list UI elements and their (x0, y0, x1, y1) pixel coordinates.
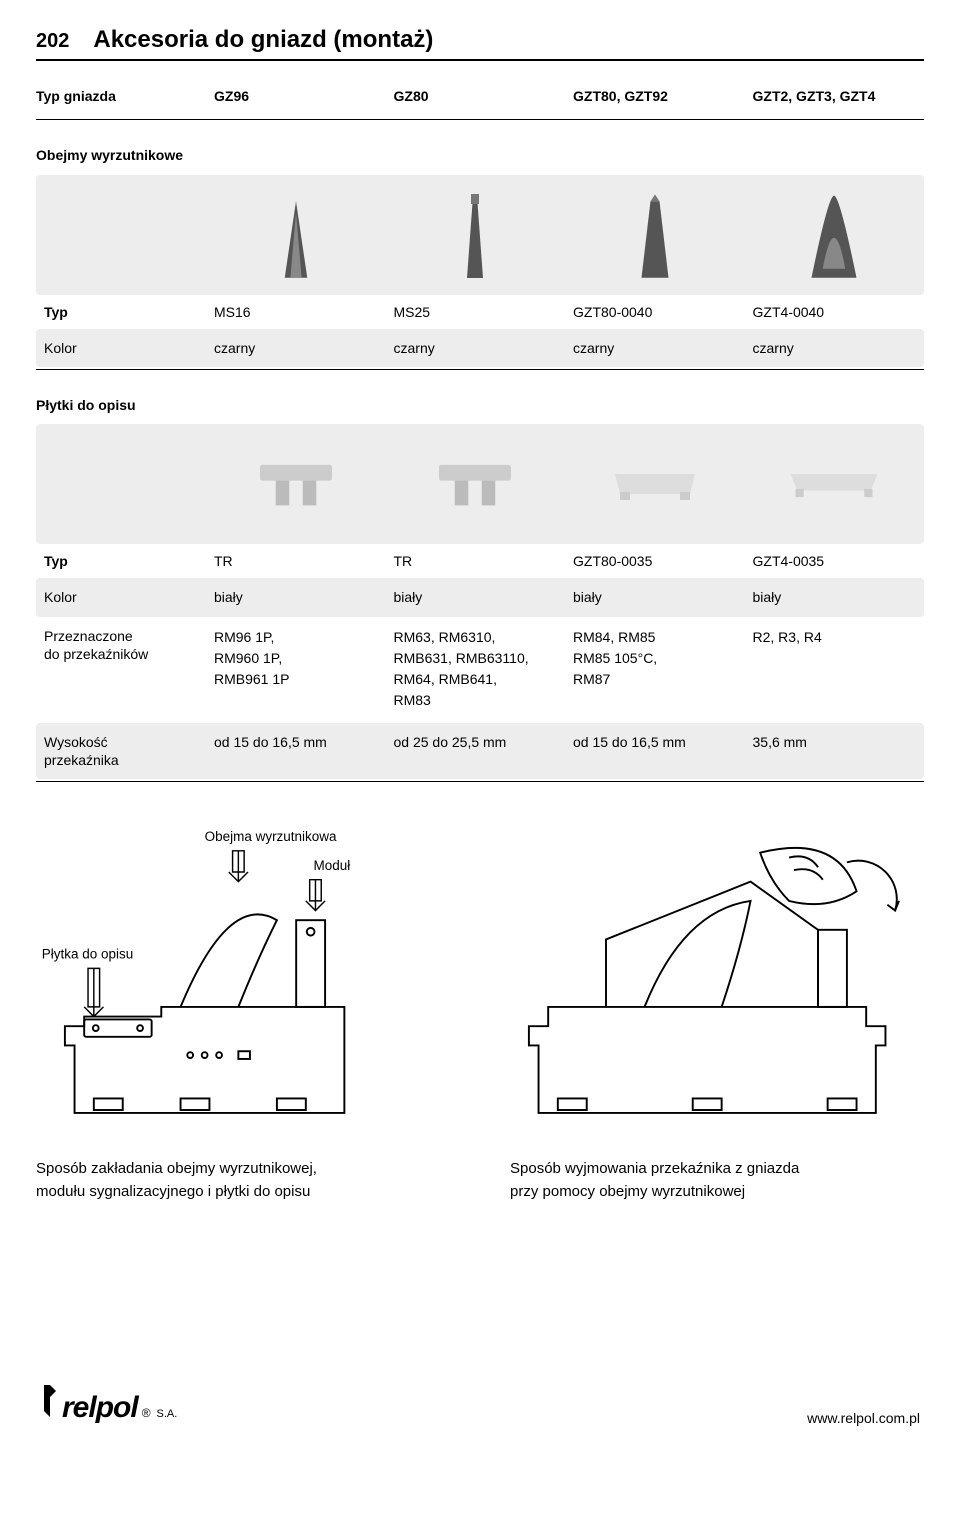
cell: 35,6 mm (745, 727, 925, 757)
caption-right: Sposób wyjmowania przekaźnika z gniazda … (510, 1158, 924, 1203)
col-header-3: GZT80, GZT92 (565, 81, 745, 111)
cell: GZT80-0040 (565, 297, 745, 327)
cell: MS25 (386, 297, 566, 327)
cell: czarny (206, 333, 386, 363)
row-label-typ: Typ (36, 546, 206, 576)
product-image (386, 179, 566, 291)
cell: GZT4-0040 (745, 297, 925, 327)
product-image (206, 179, 386, 291)
col-header-label: Typ gniazda (36, 81, 206, 111)
page-number: 202 (36, 28, 69, 54)
annot-modul: Moduł (314, 858, 351, 873)
cell: czarny (386, 333, 566, 363)
brand-suffix: S.A. (157, 1407, 178, 1421)
row-label-przeznaczone: Przeznaczone do przekaźników (36, 621, 206, 669)
divider (36, 59, 924, 61)
cell: RM63, RM6310, RMB631, RMB63110, RM64, RM… (386, 621, 566, 717)
cell: TR (206, 546, 386, 576)
section2-title: Płytki do opisu (36, 396, 924, 414)
cell: biały (745, 582, 925, 612)
brand-name: relpol (62, 1388, 138, 1427)
cell: MS16 (206, 297, 386, 327)
row-label-kolor: Kolor (36, 333, 206, 363)
col-header-1: GZ96 (206, 81, 386, 111)
product-image (745, 428, 925, 540)
cell: czarny (565, 333, 745, 363)
cell: GZT80-0035 (565, 546, 745, 576)
product-image (565, 428, 745, 540)
cell: biały (565, 582, 745, 612)
registered-mark: ® (142, 1406, 151, 1422)
label-line2: przekaźnika (44, 752, 119, 768)
section1-title: Obejmy wyrzutnikowe (36, 146, 924, 164)
cell: biały (206, 582, 386, 612)
annot-obejma: Obejma wyrzutnikowa (205, 829, 337, 844)
product-image (386, 428, 566, 540)
footer-url: www.relpol.com.pl (807, 1409, 920, 1427)
installation-diagram: Obejma wyrzutnikowa Moduł Płytka do opis… (36, 818, 460, 1142)
product-image (745, 179, 925, 291)
row-label-typ: Typ (36, 297, 206, 327)
label-line2: do przekaźników (44, 646, 148, 662)
cell: GZT4-0035 (745, 546, 925, 576)
caption-left: Sposób zakładania obejmy wyrzutnikowej, … (36, 1158, 450, 1203)
annot-plytka: Płytka do opisu (42, 947, 133, 962)
product-image (565, 179, 745, 291)
brand-logo: relpol ® S.A. (40, 1383, 177, 1427)
cell: R2, R3, R4 (745, 621, 925, 654)
cell: RM84, RM85 RM85 105°C, RM87 (565, 621, 745, 696)
divider (36, 369, 924, 370)
product-image (206, 428, 386, 540)
cell: od 15 do 16,5 mm (206, 727, 386, 757)
divider (36, 781, 924, 782)
cell: RM96 1P, RM960 1P, RMB961 1P (206, 621, 386, 696)
row-label-wysokosc: Wysokość przekaźnika (36, 727, 206, 775)
cell: od 15 do 16,5 mm (565, 727, 745, 757)
row-label-kolor: Kolor (36, 582, 206, 612)
col-header-2: GZ80 (386, 81, 566, 111)
label-line1: Przeznaczone (44, 628, 133, 644)
logo-mark-icon (40, 1383, 60, 1417)
col-header-4: GZT2, GZT3, GZT4 (745, 81, 925, 111)
cell: TR (386, 546, 566, 576)
removal-diagram (500, 818, 924, 1142)
cell: czarny (745, 333, 925, 363)
label-line1: Wysokość (44, 734, 108, 750)
divider (36, 119, 924, 120)
cell: biały (386, 582, 566, 612)
cell: od 25 do 25,5 mm (386, 727, 566, 757)
page-title: Akcesoria do gniazd (montaż) (93, 24, 433, 55)
